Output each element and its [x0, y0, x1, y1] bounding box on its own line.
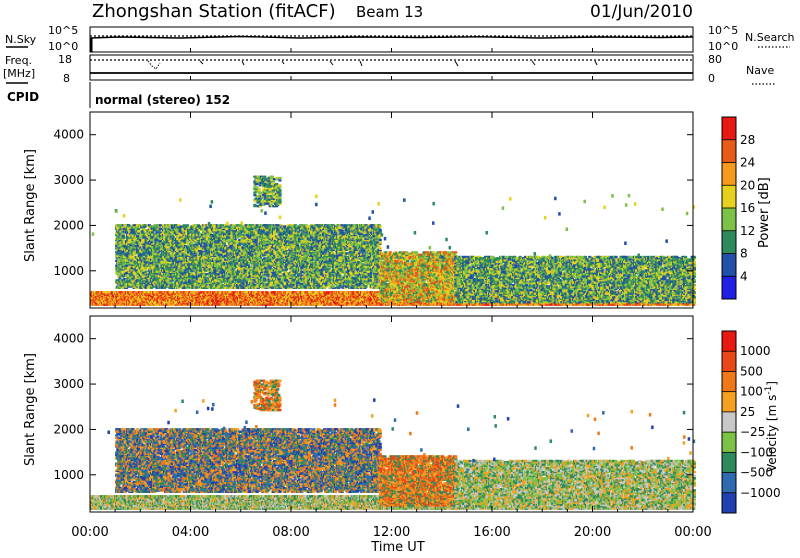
nsky-trace [90, 37, 693, 39]
nave-tick-bottom: 0 [708, 72, 715, 85]
beam-label: Beam 13 [356, 3, 423, 21]
nave-tick-top: 80 [708, 53, 722, 66]
nave-dip-1 [148, 61, 160, 69]
nsearch-label: N.Search [745, 31, 795, 44]
station-title: Zhongshan Station (fitACF) [92, 1, 336, 22]
freq-unit: [MHz] [3, 67, 35, 80]
nsky-label: N.Sky [5, 33, 37, 46]
date-label: 01/Jun/2010 [590, 2, 693, 22]
nsky-tick-top: 10^5 [48, 24, 78, 37]
nsky-tick-bottom: 10^0 [48, 40, 78, 53]
nsearch-tick-top: 10^5 [708, 24, 738, 37]
cpid-value: normal (stereo) 152 [95, 93, 230, 107]
freq-label: Freq. [5, 54, 32, 67]
nsearch-tick-bottom: 10^0 [708, 40, 738, 53]
cpid-label: CPID [7, 90, 39, 104]
freq-tick-bottom: 8 [63, 72, 70, 85]
nave-label: Nave [746, 64, 774, 77]
nave-dips [200, 61, 597, 66]
freq-tick-top: 18 [58, 53, 72, 66]
